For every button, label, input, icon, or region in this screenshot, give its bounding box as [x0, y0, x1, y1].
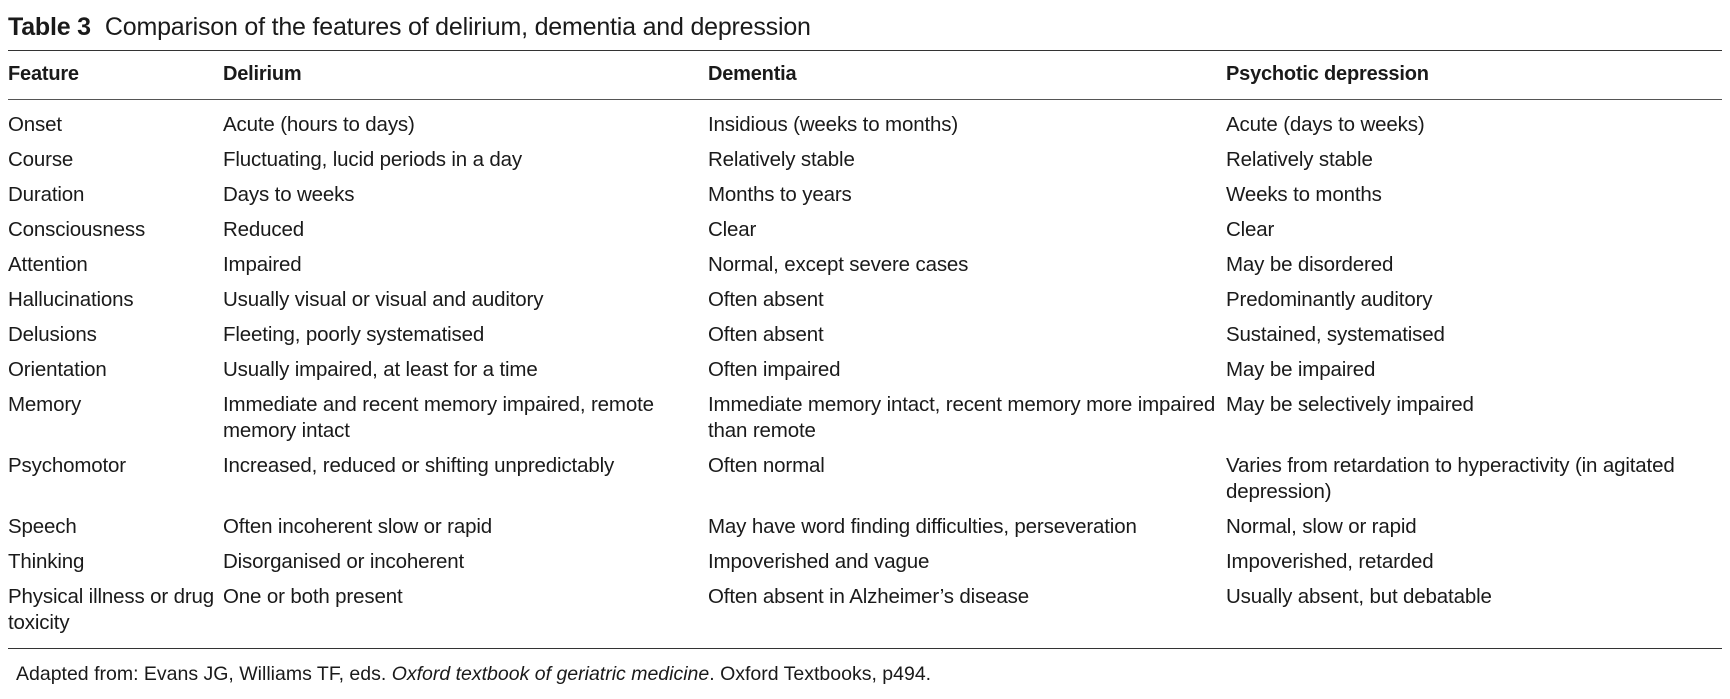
- cell-feature: Delusions: [8, 323, 97, 346]
- cell-feature: Speech: [8, 515, 77, 538]
- footnote-book-title: Oxford textbook of geriatric medicine: [391, 663, 710, 685]
- cell-psychotic-depression: Normal, slow or rapid: [1226, 515, 1417, 538]
- cell-psychotic-depression: May be selectively impaired: [1226, 393, 1474, 416]
- cell-feature: Attention: [8, 253, 88, 276]
- table-row: Thinking Disorganised or incoherent Impove…: [8, 549, 1722, 584]
- table-row: Attention Impaired Normal, except severe c…: [8, 252, 1722, 287]
- cell-delirium: Disorganised or incoherent: [223, 550, 465, 573]
- table-page: Table 3 Comparison of the features of del…: [8, 12, 1722, 687]
- cell-delirium: One or both present: [223, 585, 403, 608]
- table-row: Speech Often incoherent slow or rapid May …: [8, 514, 1722, 549]
- comparison-table: Feature Delirium Dementia Psychotic depr…: [8, 51, 1722, 648]
- cell-delirium: Acute (hours to days): [223, 113, 415, 136]
- cell-feature: Thinking: [8, 550, 85, 573]
- table-row: Physical illness or drug toxicity One or …: [8, 584, 1722, 648]
- table-row: Delusions Fleeting, poorly systematised Of…: [8, 322, 1722, 357]
- cell-feature: Course: [8, 148, 74, 171]
- cell-delirium: Usually visual or visual and auditory: [223, 288, 544, 311]
- table-title: Comparison of the features of delirium, …: [104, 13, 811, 41]
- cell-dementia: Months to years: [708, 183, 852, 206]
- cell-delirium: Immediate and recent memory impaired, re…: [223, 393, 654, 442]
- table-row: Psychomotor Increased, reduced or shiftin…: [8, 453, 1722, 514]
- cell-dementia: Normal, except severe cases: [708, 253, 969, 276]
- footnote-suffix: . Oxford Textbooks, p494.: [709, 663, 932, 685]
- cell-delirium: Fluctuating, lucid periods in a day: [223, 148, 523, 171]
- cell-psychotic-depression: Acute (days to weeks): [1226, 113, 1425, 136]
- cell-delirium: Increased, reduced or shifting unpredict…: [223, 454, 615, 477]
- footnote-prefix: Adapted from: Evans JG, Williams TF, eds…: [16, 663, 392, 685]
- table-body: Onset Acute (hours to days) Insidious (wee…: [8, 100, 1722, 649]
- cell-dementia: Immediate memory intact, recent memory m…: [708, 393, 1216, 442]
- cell-dementia: Relatively stable: [708, 148, 855, 171]
- table-footnote: Adapted from: Evans JG, Williams TF, eds…: [8, 649, 1722, 687]
- cell-feature: Physical illness or drug toxicity: [8, 585, 215, 634]
- cell-dementia: Often absent: [708, 288, 824, 311]
- cell-feature: Duration: [8, 183, 85, 206]
- cell-psychotic-depression: Predominantly auditory: [1226, 288, 1433, 311]
- cell-feature: Psychomotor: [8, 454, 126, 477]
- cell-feature: Orientation: [8, 358, 107, 381]
- cell-dementia: Often absent: [708, 323, 824, 346]
- cell-psychotic-depression: Weeks to months: [1226, 183, 1382, 206]
- cell-feature: Hallucinations: [8, 288, 134, 311]
- cell-feature: Onset: [8, 113, 62, 136]
- cell-psychotic-depression: May be disordered: [1226, 253, 1394, 276]
- header-psychotic-depression: Psychotic depression: [1226, 51, 1722, 100]
- cell-psychotic-depression: Relatively stable: [1226, 148, 1373, 171]
- cell-dementia: Often normal: [708, 454, 825, 477]
- table-row: Duration Days to weeks Months to years Week…: [8, 182, 1722, 217]
- cell-delirium: Reduced: [223, 218, 305, 241]
- table-row: Memory Immediate and recent memory impair…: [8, 392, 1722, 453]
- cell-dementia: Impoverished and vague: [708, 550, 930, 573]
- header-row: Feature Delirium Dementia Psychotic depr…: [8, 51, 1722, 100]
- table-row: Course Fluctuating, lucid periods in a da…: [8, 147, 1722, 182]
- table-row: Onset Acute (hours to days) Insidious (wee…: [8, 100, 1722, 148]
- cell-psychotic-depression: Impoverished, retarded: [1226, 550, 1434, 573]
- table-header: Feature Delirium Dementia Psychotic depr…: [8, 51, 1722, 100]
- table-row: Orientation Usually impaired, at least fo…: [8, 357, 1722, 392]
- cell-dementia: Insidious (weeks to months): [708, 113, 959, 136]
- table-row: Consciousness Reduced Clear Clear: [8, 217, 1722, 252]
- header-delirium: Delirium: [223, 51, 708, 100]
- cell-psychotic-depression: Clear: [1226, 218, 1275, 241]
- cell-psychotic-depression: Sustained, systematised: [1226, 323, 1445, 346]
- bottom-rule: [8, 648, 1722, 649]
- cell-feature: Consciousness: [8, 218, 146, 241]
- table-row: Hallucinations Usually visual or visual a…: [8, 287, 1722, 322]
- cell-dementia: Often impaired: [708, 358, 841, 381]
- table-number: Table 3: [8, 13, 91, 41]
- cell-dementia: May have word finding difficulties, pers…: [708, 515, 1137, 538]
- cell-delirium: Days to weeks: [223, 183, 355, 206]
- header-dementia: Dementia: [708, 51, 1226, 100]
- cell-dementia: Clear: [708, 218, 757, 241]
- top-rule: [8, 50, 1722, 51]
- header-feature: Feature: [8, 51, 223, 100]
- cell-feature: Memory: [8, 393, 82, 416]
- cell-psychotic-depression: Usually absent, but debatable: [1226, 585, 1492, 608]
- cell-delirium: Usually impaired, at least for a time: [223, 358, 538, 381]
- cell-psychotic-depression: May be impaired: [1226, 358, 1376, 381]
- cell-delirium: Impaired: [223, 253, 302, 276]
- cell-dementia: Often absent in Alzheimer’s disease: [708, 585, 1030, 608]
- cell-delirium: Often incoherent slow or rapid: [223, 515, 492, 538]
- cell-delirium: Fleeting, poorly systematised: [223, 323, 485, 346]
- cell-psychotic-depression: Varies from retardation to hyperactivity…: [1226, 454, 1675, 503]
- table-caption: Table 3 Comparison of the features of del…: [8, 12, 1722, 44]
